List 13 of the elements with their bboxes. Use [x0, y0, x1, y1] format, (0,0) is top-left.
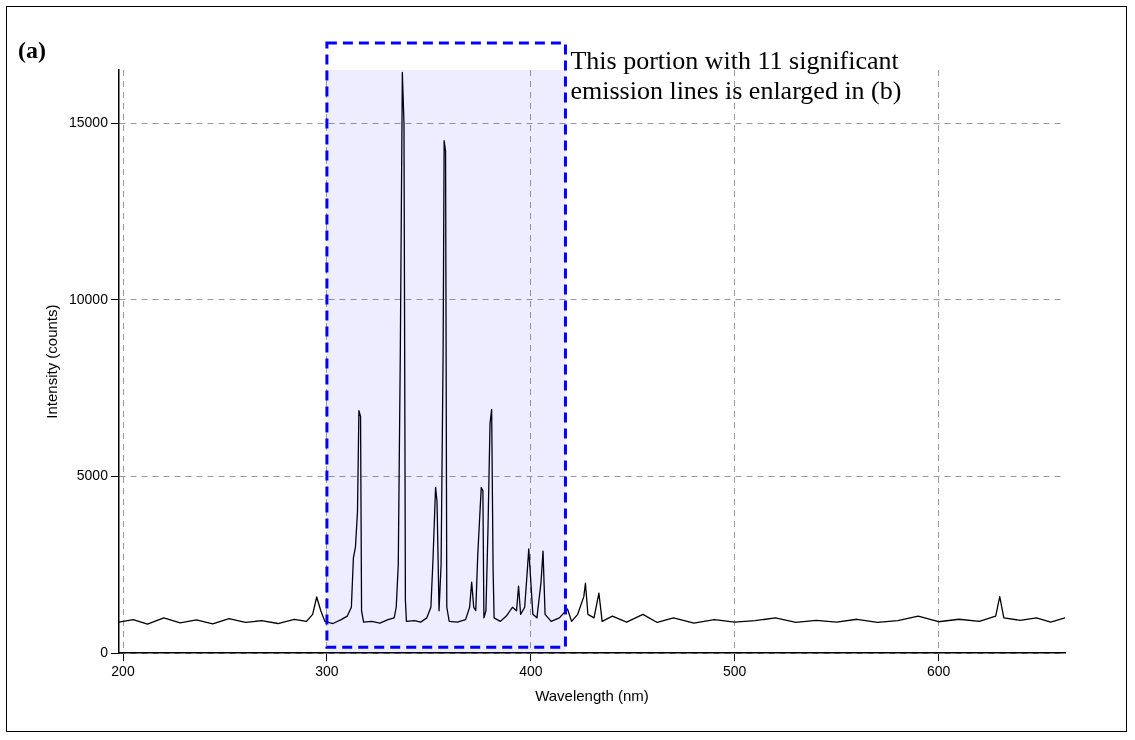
- x-tick-label: 600: [926, 663, 951, 680]
- x-tick-label: 200: [111, 663, 135, 680]
- y-tick-label: 5000: [76, 467, 109, 484]
- band-label: This portion with 11 significant emission lines is enlarged in (b): [570, 45, 902, 105]
- x-tick-label: 400: [519, 663, 543, 680]
- x-tick-label: 300: [315, 663, 339, 680]
- y-tick-label: 15000: [68, 113, 109, 130]
- y-tick-label: 0: [100, 644, 109, 661]
- y-tick-label: 10000: [68, 290, 109, 307]
- chart-title: (a): [18, 37, 46, 64]
- y-axis-title: Intensity (counts): [43, 304, 61, 419]
- x-axis-title: Wavelength (nm): [535, 687, 649, 705]
- x-tick-label: 500: [723, 663, 747, 680]
